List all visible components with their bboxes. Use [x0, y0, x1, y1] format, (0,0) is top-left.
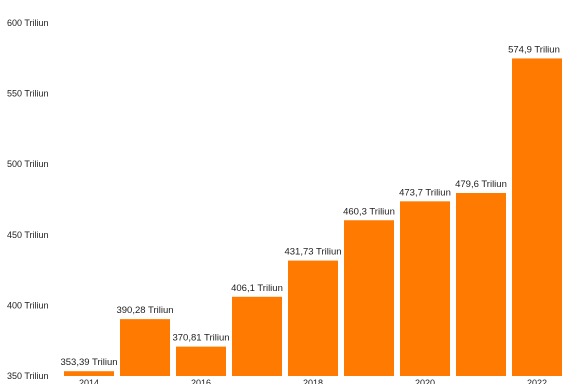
x-tick-label: 2020 — [415, 378, 435, 384]
data-labels: 353,39 Triliun 390,28 Triliun 370,81 Trili… — [60, 44, 559, 368]
y-axis: 350 Triliun 400 Triliun 450 Triliun 500 Tri… — [7, 18, 49, 381]
bar — [120, 319, 170, 376]
bars — [64, 58, 562, 377]
y-tick-label: 450 Triliun — [7, 230, 49, 240]
bar — [344, 220, 394, 376]
y-tick-label: 350 Triliun — [7, 371, 49, 381]
data-label: 473,7 Triliun — [399, 187, 451, 198]
bar — [288, 260, 338, 376]
x-tick-label: 2018 — [303, 378, 323, 384]
y-tick-label: 400 Triliun — [7, 300, 49, 310]
y-tick-label: 500 Triliun — [7, 159, 49, 169]
data-label: 390,28 Triliun — [116, 305, 173, 316]
bar — [64, 371, 114, 376]
bar — [232, 296, 282, 376]
bar — [512, 58, 562, 377]
bar — [176, 346, 226, 376]
data-label: 406,1 Triliun — [231, 283, 283, 294]
y-tick-label: 550 Triliun — [7, 89, 49, 99]
bar — [400, 201, 450, 376]
data-label: 574,9 Triliun — [508, 44, 560, 55]
bar — [456, 193, 506, 376]
data-label: 353,39 Triliun — [60, 357, 117, 368]
data-label: 370,81 Triliun — [172, 333, 229, 344]
x-tick-label: 2016 — [191, 378, 211, 384]
x-tick-label: 2014 — [79, 378, 99, 384]
data-label: 460,3 Triliun — [343, 206, 395, 217]
x-tick-label: 2022 — [527, 378, 547, 384]
y-tick-label: 600 Triliun — [7, 18, 49, 28]
data-label: 431,73 Triliun — [284, 247, 341, 258]
data-label: 479,6 Triliun — [455, 179, 507, 190]
x-axis: 2014 2016 2018 2020 2022 — [79, 378, 547, 384]
